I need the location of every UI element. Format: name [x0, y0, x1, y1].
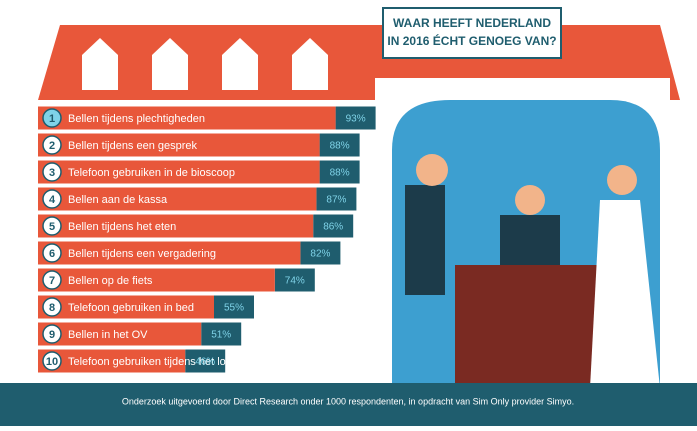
rank-badge	[42, 297, 62, 317]
label-band	[214, 295, 254, 319]
bar	[38, 268, 275, 292]
label-band	[313, 214, 354, 238]
bar	[38, 322, 202, 346]
value-label: 88%	[330, 141, 350, 152]
rank: 5	[49, 221, 55, 233]
category-label: Telefoon gebruiken tijdens het lopen	[68, 356, 244, 368]
bar	[38, 160, 320, 184]
label-band	[335, 106, 376, 130]
category-label: Bellen in het OV	[68, 329, 148, 341]
label-band	[274, 268, 315, 292]
rank: 7	[49, 275, 55, 287]
value-label: 88%	[330, 168, 350, 179]
category-label: Bellen tijdens het eten	[68, 221, 176, 233]
category-label: Bellen tijdens een vergadering	[68, 248, 216, 260]
dormers	[82, 38, 328, 90]
chart-title: WAAR HEEFT NEDERLAND	[393, 16, 551, 30]
value-label: 74%	[285, 276, 305, 287]
bar	[38, 295, 214, 319]
rank-badge	[42, 270, 62, 290]
value-label: 87%	[326, 195, 346, 206]
bar	[38, 187, 317, 211]
rank: 10	[46, 356, 58, 368]
rank-badge	[42, 135, 62, 155]
label-band	[319, 160, 360, 184]
bar	[38, 349, 186, 373]
label-band	[201, 322, 242, 346]
label-band	[300, 241, 341, 265]
rank-badge	[42, 162, 62, 182]
officiant	[500, 215, 560, 265]
rank-badge	[42, 108, 62, 128]
label-band	[185, 349, 226, 373]
bride-head	[607, 165, 637, 195]
bar	[38, 241, 301, 265]
rank-badge	[42, 216, 62, 236]
rank: 8	[49, 302, 55, 314]
category-label: Telefoon gebruiken in de bioscoop	[68, 167, 235, 179]
title-box	[382, 7, 562, 59]
bar	[38, 133, 320, 157]
category-label: Bellen tijdens plechtigheden	[68, 113, 205, 125]
bar	[38, 106, 336, 130]
rank-badge	[42, 351, 62, 371]
label-band	[319, 133, 360, 157]
label-band	[316, 187, 357, 211]
value-label: 51%	[211, 330, 231, 341]
category-label: Bellen op de fiets	[68, 275, 153, 287]
groom	[405, 185, 445, 295]
bar	[38, 214, 314, 238]
pulpit	[455, 265, 600, 388]
footer	[0, 383, 697, 426]
rank: 9	[49, 329, 55, 341]
rank: 4	[49, 194, 56, 206]
rank-badge	[42, 243, 62, 263]
category-label: Bellen aan de kassa	[68, 194, 168, 206]
rank-badge	[42, 324, 62, 344]
value-label: 46%	[195, 357, 215, 368]
chart-title: IN 2016 ÉCHT GENOEG VAN?	[387, 33, 556, 48]
category-label: Telefoon gebruiken in bed	[68, 302, 194, 314]
bride	[590, 200, 660, 388]
officiant-head	[515, 185, 545, 215]
groom-head	[416, 154, 448, 186]
value-label: 82%	[310, 249, 330, 260]
value-label: 55%	[224, 303, 244, 314]
rank: 3	[49, 167, 55, 179]
rank: 1	[49, 113, 55, 125]
rank: 2	[49, 140, 55, 152]
bars: 1 Bellen tijdens plechtigheden 93% 2 Bellen …	[38, 106, 376, 373]
value-label: 86%	[323, 222, 343, 233]
rank-badge	[42, 189, 62, 209]
value-label: 93%	[346, 114, 366, 125]
note: Onderzoek uitgevoerd door Direct Researc…	[122, 396, 574, 406]
rank: 6	[49, 248, 55, 260]
category-label: Bellen tijdens een gesprek	[68, 140, 198, 152]
